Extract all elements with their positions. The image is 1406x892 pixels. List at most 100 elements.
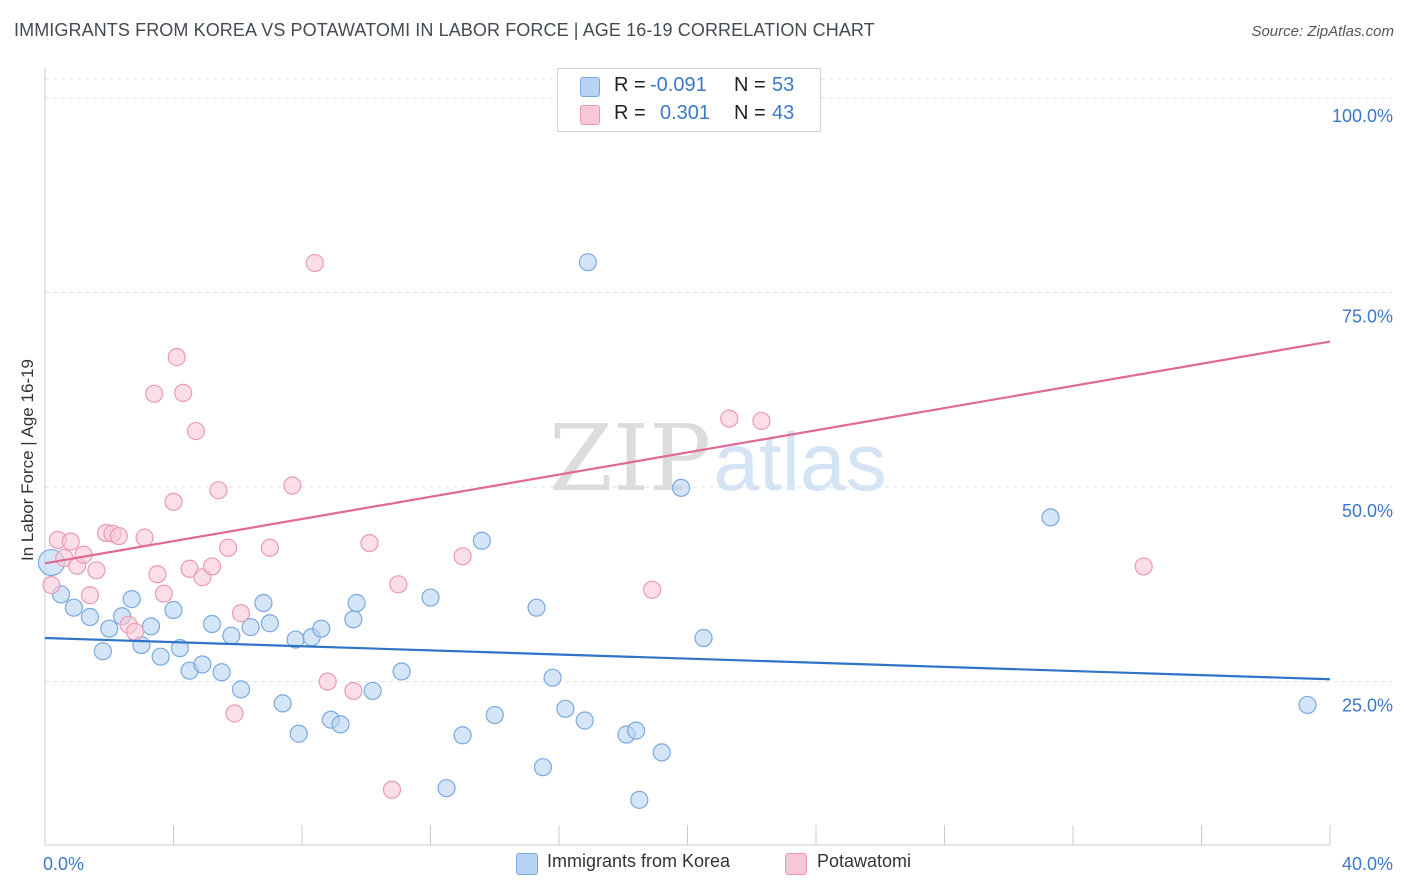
legend-r-label: R = — [614, 102, 646, 124]
korea-point — [289, 724, 308, 743]
korea-point — [80, 607, 100, 627]
korea-point — [231, 680, 251, 699]
korea-trend-line — [44, 636, 1331, 681]
potawatomi-point — [154, 584, 173, 603]
korea-point — [543, 668, 562, 687]
potawatomi-point — [125, 622, 145, 641]
potawatomi-legend-label: Potawatomi — [817, 851, 912, 871]
y-tick-label: 100.0% — [1332, 106, 1393, 126]
korea-point — [241, 618, 260, 637]
potawatomi-point — [318, 672, 337, 691]
y-tick-label: 75.0% — [1342, 307, 1393, 327]
potawatomi-point — [382, 780, 402, 799]
legend-n-value: 53 — [772, 74, 795, 96]
korea-point — [273, 694, 292, 713]
potawatomi-point — [231, 604, 251, 623]
korea-point — [437, 779, 456, 798]
potawatomi-point — [87, 561, 106, 580]
potawatomi-point — [360, 533, 379, 553]
korea-point — [222, 626, 241, 645]
potawatomi-point — [145, 384, 164, 403]
legend-n-value: 43 — [772, 102, 795, 124]
korea-point — [472, 531, 491, 550]
korea-point — [254, 593, 273, 613]
legend-r-label: R = — [614, 74, 646, 96]
y-tick-label: 50.0% — [1342, 501, 1393, 521]
correlation-legend: R = -0.091 N = 53 R = 0.301 N = 43 — [557, 68, 821, 132]
korea-point — [485, 705, 504, 725]
axes — [44, 68, 1331, 846]
potawatomi-point — [164, 492, 183, 511]
korea-swatch — [580, 77, 600, 97]
potawatomi-point — [80, 586, 100, 605]
korea-point — [363, 681, 382, 701]
korea-point — [575, 711, 594, 730]
korea-point — [392, 662, 411, 681]
korea-point — [527, 598, 546, 617]
korea-point — [630, 790, 649, 809]
potawatomi-point — [219, 538, 238, 557]
trend-lines — [44, 340, 1331, 681]
potawatomi-point — [453, 547, 472, 566]
chart-title: IMMIGRANTS FROM KOREA VS POTAWATOMI IN L… — [14, 20, 875, 40]
potawatomi-point — [752, 411, 771, 431]
x-tick-label: 40.0% — [1342, 854, 1393, 874]
potawatomi-point — [344, 681, 363, 701]
potawatomi-point — [180, 559, 199, 578]
potawatomi-point — [42, 576, 61, 595]
legend-r-value: -0.091 — [650, 74, 707, 96]
potawatomi-swatch — [580, 105, 600, 125]
korea-point — [344, 610, 363, 629]
source-credit: Source: ZipAtlas.com — [1251, 23, 1394, 40]
potawatomi-swatch — [785, 853, 807, 875]
korea-point — [141, 617, 161, 636]
korea-point — [100, 619, 119, 638]
korea-point — [347, 593, 366, 613]
potawatomi-point — [61, 532, 80, 551]
potawatomi-point — [1134, 557, 1153, 576]
potawatomi-point — [643, 580, 662, 599]
watermark-atlas: atlas — [713, 417, 886, 508]
legend-n-label: N = — [734, 74, 766, 96]
legend-r-value: 0.301 — [660, 102, 711, 124]
gridlines — [45, 78, 1392, 683]
potawatomi-trend-line — [44, 340, 1331, 565]
korea-point — [556, 699, 575, 718]
potawatomi-point — [720, 409, 739, 428]
potawatomi-point — [389, 575, 408, 594]
korea-point — [312, 619, 331, 638]
korea-point — [93, 642, 112, 661]
potawatomi-point — [305, 253, 324, 273]
korea-point — [170, 639, 190, 658]
potawatomi-point — [167, 348, 186, 367]
watermark-zip: ZIP — [549, 405, 711, 512]
potawatomi-point — [202, 557, 222, 576]
korea-point — [533, 758, 553, 777]
potawatomi-point — [148, 565, 167, 584]
korea-point — [212, 663, 231, 682]
potawatomi-point — [283, 476, 302, 495]
y-tick-label: 25.0% — [1342, 696, 1393, 716]
watermark: ZIP atlas — [549, 405, 887, 512]
potawatomi-point — [186, 421, 206, 441]
korea-point — [151, 647, 170, 666]
legend-n-label: N = — [734, 102, 766, 124]
potawatomi-point — [209, 481, 228, 500]
tick-labels: 25.0% 50.0% 75.0% 100.0% 0.0% 40.0% — [43, 106, 1393, 874]
korea-point — [1041, 508, 1060, 527]
korea-point — [453, 726, 472, 745]
korea-point — [626, 721, 646, 740]
korea-point — [1298, 695, 1317, 715]
korea-legend-label: Immigrants from Korea — [547, 851, 731, 871]
korea-point — [694, 628, 713, 648]
korea-point — [671, 478, 691, 497]
korea-point — [260, 614, 279, 633]
korea-point — [331, 715, 350, 734]
korea-point — [578, 253, 598, 272]
korea-point — [193, 655, 212, 674]
korea-point — [122, 590, 141, 609]
potawatomi-point — [135, 528, 154, 547]
potawatomi-point — [174, 383, 193, 403]
korea-point — [202, 614, 222, 634]
